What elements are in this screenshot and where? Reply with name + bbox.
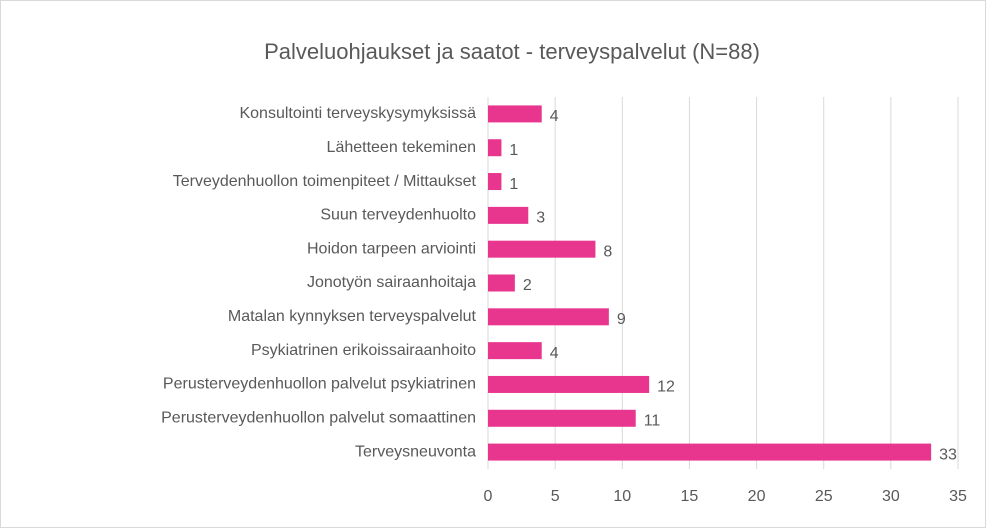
x-tick-label: 5 [551,488,560,505]
x-tick-label: 15 [681,488,699,505]
x-tick-label: 10 [613,488,631,505]
data-label: 12 [657,379,675,396]
y-tick-label: Terveysneuvonta [355,443,476,460]
bar [488,105,542,123]
data-label: 11 [644,412,661,429]
bar [488,342,542,360]
data-label: 8 [603,243,612,260]
bar [488,443,932,461]
y-tick-label: Terveydenhuollon toimenpiteet / Mittauks… [173,173,477,190]
x-tick-label: 35 [949,488,967,505]
y-tick-label: Jonotyön sairaanhoitaja [307,274,476,291]
chart-title: Palveluohjaukset ja saatot - terveyspalv… [264,39,760,64]
data-label: 1 [509,176,518,193]
data-label: 1 [509,142,518,159]
x-tick-label: 20 [748,488,766,505]
data-label: 33 [939,446,957,463]
y-tick-label: Hoidon tarpeen arviointi [307,240,476,257]
x-tick-label: 30 [882,488,900,505]
data-label: 3 [536,210,545,227]
data-label: 9 [617,311,626,328]
x-tick-label: 0 [484,488,493,505]
data-label: 4 [550,345,559,362]
data-label: 4 [550,108,559,125]
y-tick-label: Perusterveydenhuollon palvelut psykiatri… [163,376,476,393]
bar [488,308,609,326]
bar [488,409,636,427]
x-tick-label: 25 [815,488,833,505]
y-tick-label: Perusterveydenhuollon palvelut somaattin… [161,409,476,426]
bar [488,274,515,292]
data-label: 2 [523,277,532,294]
bar [488,206,529,224]
bar [488,375,650,393]
bar [488,139,502,157]
y-tick-label: Suun terveydenhuolto [320,207,476,224]
y-tick-label: Lähetteen tekeminen [327,139,476,156]
bar [488,240,596,258]
y-tick-label: Psykiatrinen erikoissairaanhoito [251,342,476,359]
y-tick-label: Matalan kynnyksen terveyspalvelut [228,308,477,325]
y-tick-label: Konsultointi terveyskysymyksissä [239,105,476,122]
bar [488,173,502,191]
